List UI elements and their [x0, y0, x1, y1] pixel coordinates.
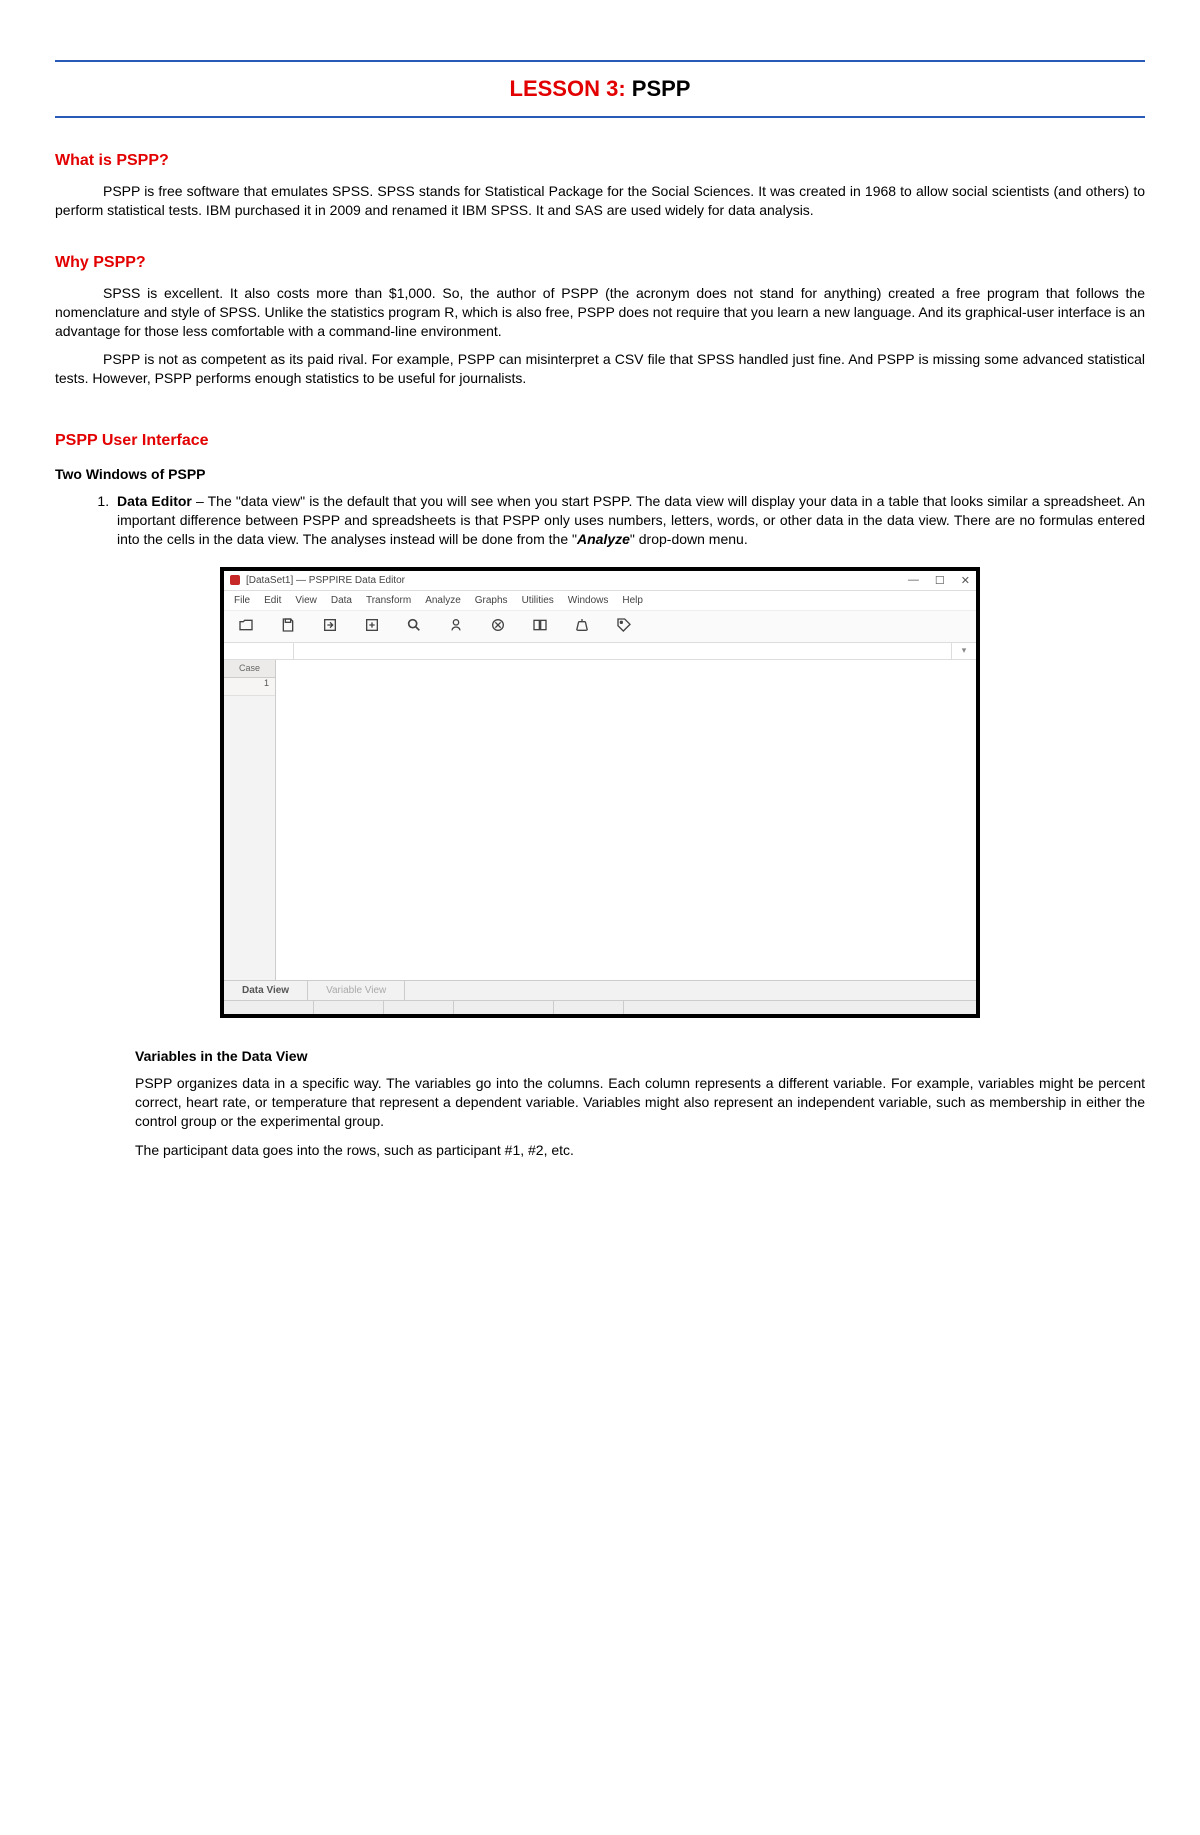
- menu-edit[interactable]: Edit: [264, 595, 281, 606]
- menu-utilities[interactable]: Utilities: [522, 595, 554, 606]
- menu-windows[interactable]: Windows: [568, 595, 609, 606]
- lesson-title: LESSON 3: PSPP: [55, 62, 1145, 116]
- pspp-titlebar: [DataSet1] — PSPPIRE Data Editor — ☐ ✕: [224, 571, 976, 591]
- para-vars-2: The participant data goes into the rows,…: [135, 1141, 1145, 1160]
- heading-ui: PSPP User Interface: [55, 432, 1145, 450]
- pspp-dropdown-icon[interactable]: ▾: [952, 643, 976, 659]
- menu-view[interactable]: View: [295, 595, 317, 606]
- pspp-cell-ref[interactable]: [224, 643, 294, 659]
- menu-graphs[interactable]: Graphs: [475, 595, 508, 606]
- para-why-2: PSPP is not as competent as its paid riv…: [55, 350, 1145, 388]
- para-why-1: SPSS is excellent. It also costs more th…: [55, 284, 1145, 341]
- pspp-menubar: File Edit View Data Transform Analyze Gr…: [224, 591, 976, 611]
- heading-two-windows: Two Windows of PSPP: [55, 466, 1145, 482]
- variables-icon[interactable]: [364, 617, 380, 636]
- pspp-data-canvas[interactable]: [276, 660, 976, 980]
- lesson-title-black: PSPP: [626, 76, 691, 101]
- pspp-screenshot: [DataSet1] — PSPPIRE Data Editor — ☐ ✕ F…: [220, 567, 980, 1018]
- lesson-title-red: LESSON 3:: [510, 76, 626, 101]
- minimize-icon[interactable]: —: [908, 574, 919, 587]
- para-what: PSPP is free software that emulates SPSS…: [55, 182, 1145, 220]
- find-icon[interactable]: [406, 617, 422, 636]
- goto-case-icon[interactable]: [322, 617, 338, 636]
- insert-case-icon[interactable]: [448, 617, 464, 636]
- pspp-row-1[interactable]: 1: [224, 678, 275, 696]
- pspp-toolbar: [224, 611, 976, 643]
- heading-why: Why PSPP?: [55, 254, 1145, 272]
- insert-var-icon[interactable]: [490, 617, 506, 636]
- menu-file[interactable]: File: [234, 595, 250, 606]
- menu-help[interactable]: Help: [622, 595, 643, 606]
- numbered-list: Data Editor – The "data view" is the def…: [55, 492, 1145, 549]
- list-item-data-editor: Data Editor – The "data view" is the def…: [113, 492, 1145, 549]
- pspp-window-title: [DataSet1] — PSPPIRE Data Editor: [246, 575, 405, 586]
- pspp-grid: Case 1: [224, 660, 976, 980]
- pspp-formula-bar: ▾: [224, 643, 976, 660]
- maximize-icon[interactable]: ☐: [935, 574, 945, 587]
- pspp-case-label: Case: [224, 660, 275, 678]
- pspp-cell-entry[interactable]: [294, 643, 952, 659]
- open-icon[interactable]: [238, 617, 254, 636]
- pspp-titlebar-left: [DataSet1] — PSPPIRE Data Editor: [230, 575, 405, 586]
- para-vars-1: PSPP organizes data in a specific way. T…: [135, 1074, 1145, 1131]
- pspp-view-tabs: Data View Variable View: [224, 980, 976, 1000]
- li1-analyze: Analyze: [577, 531, 630, 547]
- tab-variable-view[interactable]: Variable View: [308, 981, 405, 1000]
- heading-variables: Variables in the Data View: [135, 1048, 1145, 1064]
- close-icon[interactable]: ✕: [961, 574, 970, 587]
- li1-text-b: " drop-down menu.: [630, 531, 748, 547]
- pspp-row-header: Case 1: [224, 660, 276, 980]
- split-icon[interactable]: [532, 617, 548, 636]
- menu-transform[interactable]: Transform: [366, 595, 411, 606]
- li1-bold: Data Editor: [117, 493, 192, 509]
- pspp-window-buttons: — ☐ ✕: [908, 574, 970, 587]
- pspp-status-bar: [224, 1000, 976, 1014]
- menu-analyze[interactable]: Analyze: [425, 595, 461, 606]
- tab-data-view[interactable]: Data View: [224, 981, 308, 1000]
- save-icon[interactable]: [280, 617, 296, 636]
- bottom-rule: [55, 116, 1145, 118]
- menu-data[interactable]: Data: [331, 595, 352, 606]
- pspp-logo-icon: [230, 575, 240, 585]
- heading-what: What is PSPP?: [55, 152, 1145, 170]
- weight-icon[interactable]: [574, 617, 590, 636]
- value-labels-icon[interactable]: [616, 617, 632, 636]
